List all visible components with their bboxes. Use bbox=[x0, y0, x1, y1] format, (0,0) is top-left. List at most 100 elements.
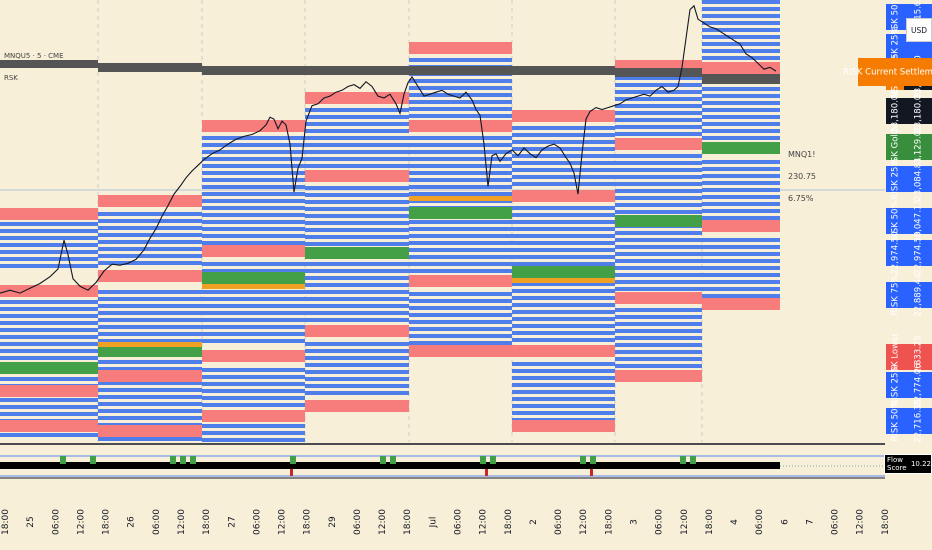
risk-band-blue bbox=[512, 404, 615, 408]
right-label-tag bbox=[886, 34, 904, 60]
risk-band-blue bbox=[202, 297, 305, 301]
golden-band bbox=[98, 345, 202, 357]
time-tick-label: 12:00 bbox=[177, 509, 187, 535]
right-value-tag bbox=[904, 344, 932, 370]
risk-band-blue bbox=[305, 235, 409, 239]
risk-band-blue bbox=[305, 384, 409, 388]
risk-band-red bbox=[615, 292, 702, 304]
risk-band-blue bbox=[615, 308, 702, 312]
golden-band bbox=[409, 207, 512, 219]
right-value-tag bbox=[904, 208, 932, 234]
risk-band-blue bbox=[0, 377, 98, 381]
risk-band-blue bbox=[409, 292, 512, 296]
risk-band-blue bbox=[702, 209, 780, 213]
risk-band-blue bbox=[409, 86, 512, 90]
risk-band-blue bbox=[512, 317, 615, 321]
right-label: RISK Golde 23,129.00 bbox=[886, 124, 932, 170]
risk-band-blue bbox=[305, 377, 409, 381]
risk-band-blue bbox=[305, 276, 409, 280]
risk-band-blue bbox=[305, 304, 409, 308]
risk-band-blue bbox=[409, 220, 512, 224]
risk-band-blue bbox=[409, 269, 512, 273]
right-value-text: 22,974.50 bbox=[914, 231, 924, 274]
risk-band-blue bbox=[305, 363, 409, 367]
golden-band bbox=[0, 362, 98, 374]
price-tag-change: 6.75% bbox=[788, 194, 814, 203]
risk-band-blue bbox=[409, 255, 512, 259]
flow-spike bbox=[190, 456, 196, 464]
risk-band-blue bbox=[409, 262, 512, 266]
risk-band-red bbox=[409, 42, 512, 54]
right-value-tag bbox=[904, 372, 932, 398]
right-label-text: RISK 50% bbox=[891, 401, 901, 442]
risk-band-red bbox=[98, 270, 202, 282]
right-label-tag bbox=[886, 408, 904, 434]
flow-spike bbox=[290, 456, 296, 464]
risk-band-blue bbox=[305, 349, 409, 353]
price-tag-value: 230.75 bbox=[788, 172, 816, 181]
risk-band-blue bbox=[305, 221, 409, 225]
risk-band-red bbox=[305, 170, 409, 182]
risk-band-blue bbox=[409, 58, 512, 62]
flow-spike-down bbox=[590, 469, 593, 476]
right-label-tag bbox=[886, 240, 904, 266]
risk-band-blue bbox=[615, 175, 702, 179]
flow-score-bar bbox=[0, 462, 780, 469]
flow-spike bbox=[90, 456, 96, 464]
risk-band-blue bbox=[202, 213, 305, 217]
currency-badge[interactable]: USD bbox=[906, 18, 932, 42]
risk-band-blue bbox=[305, 262, 409, 266]
risk-band-blue bbox=[98, 395, 202, 399]
risk-band-blue bbox=[615, 245, 702, 249]
risk-band-blue bbox=[0, 250, 98, 254]
risk-band-blue bbox=[202, 227, 305, 231]
risk-band-blue bbox=[0, 328, 98, 332]
risk-band-blue bbox=[409, 299, 512, 303]
flow-spike bbox=[60, 456, 66, 464]
time-tick-label: 27 bbox=[227, 516, 237, 527]
right-label: RISK 75% 22,889.44 bbox=[886, 273, 932, 317]
settlement-band bbox=[615, 68, 702, 77]
risk-band-blue bbox=[409, 306, 512, 310]
risk-band-blue bbox=[0, 356, 98, 360]
risk-band-blue bbox=[615, 322, 702, 326]
risk-band-blue bbox=[512, 338, 615, 342]
risk-band-blue bbox=[305, 283, 409, 287]
risk-band-blue bbox=[202, 311, 305, 315]
risk-band-blue bbox=[409, 185, 512, 189]
right-price-labels: RISK 50%23,315.66RISK 25%RISK Curre23,22… bbox=[843, 0, 932, 443]
time-tick-label: 6 bbox=[780, 519, 790, 525]
risk-band-red bbox=[0, 208, 98, 220]
time-tick-label: 18:00 bbox=[102, 509, 112, 535]
risk-band-blue bbox=[702, 181, 780, 185]
risk-band-blue bbox=[305, 391, 409, 395]
risk-band-blue bbox=[409, 143, 512, 147]
right-label-tag bbox=[886, 98, 904, 124]
right-label-text: RISK 50% bbox=[891, 0, 901, 37]
right-label-text: 22,974.50 bbox=[891, 231, 901, 274]
risk-band-blue bbox=[305, 122, 409, 126]
risk-band-blue bbox=[202, 339, 305, 343]
risk-band-blue bbox=[305, 150, 409, 154]
risk-band-blue bbox=[702, 136, 780, 140]
risk-band-blue bbox=[305, 115, 409, 119]
risk-band-blue bbox=[305, 200, 409, 204]
risk-band-blue bbox=[305, 269, 409, 273]
risk-band-blue bbox=[615, 266, 702, 270]
flow-spike bbox=[390, 456, 396, 464]
risk-band-blue bbox=[202, 375, 305, 379]
risk-band-blue bbox=[0, 264, 98, 268]
flow-score-badge: Flow Score 10.22 bbox=[884, 454, 932, 474]
risk-band-blue bbox=[98, 318, 202, 322]
risk-band-blue bbox=[98, 409, 202, 413]
risk-band-blue bbox=[615, 231, 702, 235]
risk-bands bbox=[0, 0, 780, 442]
right-value-text: 23,084.81 bbox=[914, 157, 924, 200]
right-label-text: RISK 50% bbox=[891, 201, 901, 242]
time-tick-label: 18:00 bbox=[202, 509, 212, 535]
symbol-header: MNQU5 · 5 · CME RSK bbox=[4, 52, 64, 82]
risk-band-blue bbox=[305, 143, 409, 147]
risk-band-blue bbox=[98, 388, 202, 392]
